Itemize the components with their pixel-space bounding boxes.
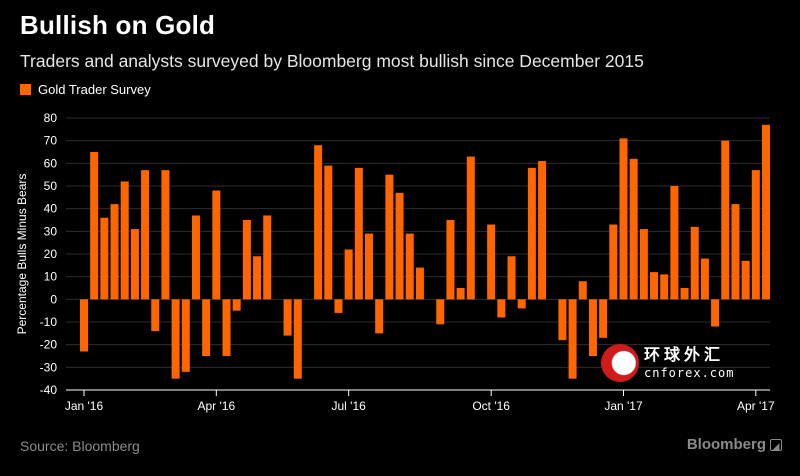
bar (568, 299, 577, 379)
bar (670, 186, 679, 300)
bar (741, 260, 750, 300)
watermark-logo-icon (601, 344, 639, 382)
bar (80, 299, 88, 352)
bar (629, 158, 638, 300)
bar (497, 299, 506, 318)
bar (354, 167, 363, 300)
y-tick-label: 20 (44, 247, 58, 261)
bar (415, 267, 424, 300)
bar (436, 299, 445, 325)
x-tick-label: Apr '17 (737, 399, 775, 413)
bar (191, 215, 200, 300)
y-tick-label: -40 (40, 383, 58, 397)
chart-title: Bullish on Gold (20, 10, 216, 40)
bar (151, 299, 160, 332)
watermark-en-text: cnforex.com (644, 366, 735, 380)
y-tick-label: 30 (44, 224, 58, 238)
bar (385, 174, 394, 300)
bar (599, 299, 608, 338)
brand-mark-icon: ◢ (770, 438, 782, 451)
y-tick-label: -30 (40, 360, 58, 374)
bar (395, 192, 404, 300)
bar (405, 233, 414, 300)
y-tick-label: 40 (44, 202, 58, 216)
bar (639, 229, 648, 300)
bar (487, 224, 496, 300)
bar (181, 299, 190, 372)
watermark-cn-text: 环球外汇 (644, 345, 725, 364)
bar (90, 152, 99, 300)
x-tick-label: Apr '16 (198, 399, 236, 413)
y-tick-label: 80 (44, 111, 58, 125)
bar (680, 288, 689, 300)
source-note: Source: Bloomberg (20, 438, 140, 454)
y-tick-label: 50 (44, 179, 58, 193)
y-tick-label: 60 (44, 156, 58, 170)
y-tick-label: -20 (40, 338, 58, 352)
bar (751, 170, 760, 300)
y-tick-label: 10 (44, 270, 58, 284)
bar (334, 299, 343, 313)
bar (660, 274, 669, 300)
bar (507, 256, 516, 300)
bar (212, 190, 221, 300)
bar (100, 217, 109, 300)
bar (578, 281, 587, 300)
watermark: 环球外汇 cnforex.com (601, 341, 741, 385)
bar (222, 299, 231, 356)
chart-legend: Gold Trader Survey (20, 82, 151, 97)
bar (446, 220, 455, 300)
bar (253, 256, 262, 300)
bar (721, 140, 730, 300)
legend-label: Gold Trader Survey (38, 82, 151, 97)
brand-name: Bloomberg (686, 436, 766, 453)
bar (375, 299, 384, 334)
bar (314, 145, 323, 300)
bar (588, 299, 597, 356)
bar (365, 233, 374, 300)
bar (120, 181, 129, 300)
x-tick-label: Jan '17 (604, 399, 643, 413)
bar (650, 272, 659, 300)
bar (700, 258, 709, 300)
bar (762, 124, 770, 300)
legend-swatch (20, 84, 31, 95)
bar (711, 299, 720, 327)
bar (242, 220, 251, 300)
bar (466, 156, 475, 300)
bar (456, 288, 465, 300)
bar (538, 161, 547, 300)
y-tick-label: -10 (40, 315, 58, 329)
bar (324, 165, 333, 300)
x-tick-label: Oct '16 (472, 399, 510, 413)
bar (517, 299, 526, 309)
bar (619, 138, 628, 300)
bar (130, 229, 139, 300)
bar (293, 299, 302, 379)
bar (731, 204, 740, 300)
chart-subtitle: Traders and analysts surveyed by Bloombe… (20, 51, 644, 71)
bar (263, 215, 272, 300)
bar (344, 249, 353, 300)
brand-logo: Bloomberg ◢ (687, 436, 782, 453)
bar (690, 226, 699, 300)
x-tick-label: Jul '16 (332, 399, 367, 413)
bar (558, 299, 567, 341)
bar (171, 299, 180, 379)
bar (110, 204, 119, 300)
bar (609, 224, 618, 300)
y-axis-label: Percentage Bulls Minus Bears (15, 174, 29, 335)
x-tick-label: Jan '16 (65, 399, 104, 413)
bar (283, 299, 292, 336)
bar (527, 167, 536, 300)
bar (202, 299, 211, 356)
bar (232, 299, 241, 311)
y-tick-label: 70 (44, 134, 58, 148)
bar (141, 170, 150, 300)
bar (161, 170, 170, 300)
y-tick-label: 0 (50, 292, 57, 306)
